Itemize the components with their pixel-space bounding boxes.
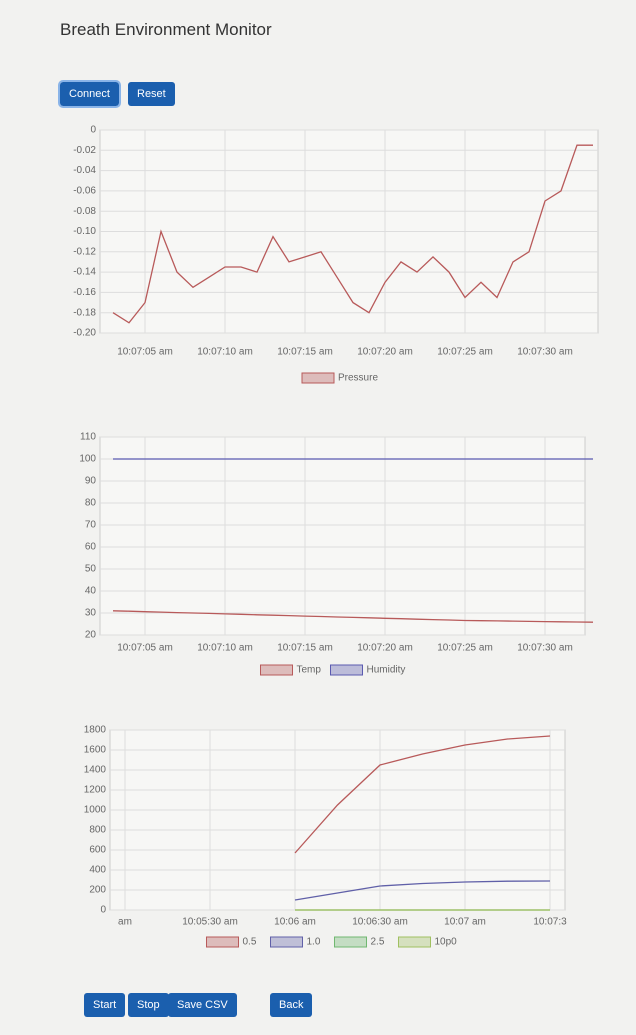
x-tick-label: 10:07:3 bbox=[533, 917, 567, 928]
y-tick-label: 0 bbox=[100, 905, 106, 916]
y-tick-label: 1000 bbox=[84, 805, 107, 816]
page: Breath Environment Monitor Connect Reset… bbox=[0, 0, 636, 1035]
legend-swatch bbox=[207, 937, 239, 947]
legend-swatch bbox=[271, 937, 303, 947]
y-tick-label: -0.20 bbox=[73, 328, 96, 339]
y-tick-label: -0.14 bbox=[73, 267, 96, 278]
y-tick-label: 50 bbox=[85, 564, 97, 575]
plot-area bbox=[100, 437, 585, 635]
x-tick-label: 10:07:20 am bbox=[357, 347, 413, 358]
x-tick-label: 10:07:30 am bbox=[517, 643, 573, 654]
x-tick-label: 10:06 am bbox=[274, 917, 316, 928]
x-tick-label: 10:07:10 am bbox=[197, 347, 253, 358]
y-tick-label: 200 bbox=[89, 885, 106, 896]
legend-swatch bbox=[331, 665, 363, 675]
legend-label: 0.5 bbox=[243, 937, 257, 948]
y-tick-label: -0.12 bbox=[73, 246, 96, 257]
y-tick-label: -0.04 bbox=[73, 165, 96, 176]
charts: 0 -0.02 -0.04 -0.06 -0.08 -0.10 -0.12 -0.14 -0.1… bbox=[0, 0, 636, 1035]
y-tick-label: 20 bbox=[85, 630, 97, 641]
y-tick-label: 0 bbox=[90, 125, 96, 136]
x-tick-label: 10:07:20 am bbox=[357, 643, 413, 654]
y-tick-label: 400 bbox=[89, 865, 106, 876]
x-tick-label: 10:06:30 am bbox=[352, 917, 408, 928]
y-tick-label: -0.06 bbox=[73, 186, 96, 197]
y-tick-label: -0.18 bbox=[73, 307, 96, 318]
y-tick-label: 600 bbox=[89, 845, 106, 856]
y-tick-label: -0.08 bbox=[73, 206, 96, 217]
y-tick-label: 800 bbox=[89, 825, 106, 836]
x-tick-label: 10:07:10 am bbox=[197, 643, 253, 654]
y-tick-label: 40 bbox=[85, 586, 97, 597]
y-tick-label: 70 bbox=[85, 520, 97, 531]
x-tick-label: 10:07:25 am bbox=[437, 643, 493, 654]
y-tick-label: 1200 bbox=[84, 785, 107, 796]
legend-swatch bbox=[335, 937, 367, 947]
x-tick-label: 10:07:15 am bbox=[277, 643, 333, 654]
y-tick-label: -0.10 bbox=[73, 226, 96, 237]
legend-label: Pressure bbox=[338, 373, 378, 384]
y-tick-label: 30 bbox=[85, 608, 97, 619]
y-tick-label: -0.02 bbox=[73, 145, 96, 156]
y-tick-label: 80 bbox=[85, 498, 97, 509]
legend-swatch bbox=[261, 665, 293, 675]
legend-label: 1.0 bbox=[307, 937, 321, 948]
x-tick-label: 10:07:05 am bbox=[117, 643, 173, 654]
y-tick-label: 1800 bbox=[84, 725, 107, 736]
legend-swatch bbox=[399, 937, 431, 947]
legend-label: 10p0 bbox=[435, 937, 458, 948]
x-tick-label: am bbox=[118, 917, 132, 928]
x-tick-label: 10:05:30 am bbox=[182, 917, 238, 928]
legend-label: Temp bbox=[297, 665, 322, 676]
y-tick-label: 1600 bbox=[84, 745, 107, 756]
y-tick-label: 100 bbox=[79, 454, 96, 465]
x-tick-label: 10:07:30 am bbox=[517, 347, 573, 358]
y-tick-label: -0.16 bbox=[73, 287, 96, 298]
legend-label: 2.5 bbox=[371, 937, 385, 948]
x-tick-label: 10:07:15 am bbox=[277, 347, 333, 358]
y-tick-label: 60 bbox=[85, 542, 97, 553]
x-tick-label: 10:07 am bbox=[444, 917, 486, 928]
y-tick-label: 110 bbox=[80, 432, 96, 443]
y-tick-label: 1400 bbox=[84, 765, 107, 776]
legend-swatch bbox=[302, 373, 334, 383]
plot-area bbox=[110, 730, 565, 910]
y-tick-label: 90 bbox=[85, 476, 97, 487]
legend-label: Humidity bbox=[367, 665, 406, 676]
x-tick-label: 10:07:05 am bbox=[117, 347, 173, 358]
x-tick-label: 10:07:25 am bbox=[437, 347, 493, 358]
